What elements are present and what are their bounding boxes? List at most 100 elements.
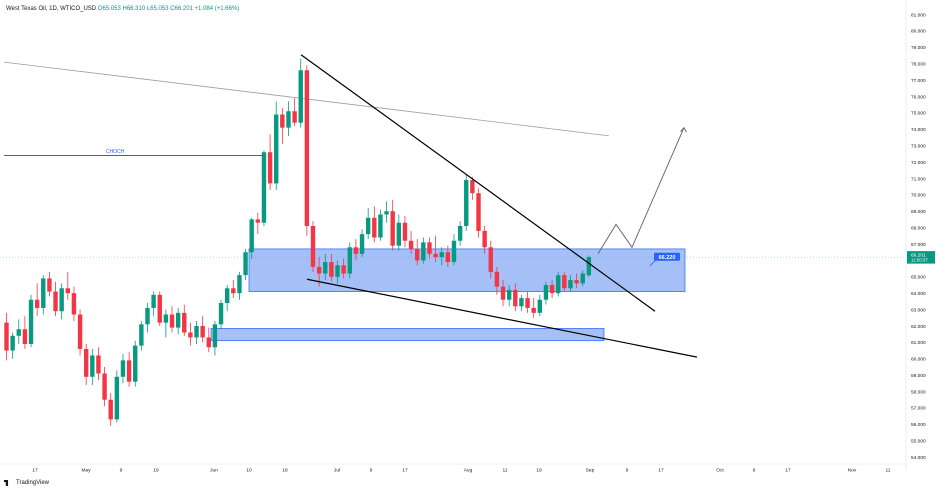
lower-wedge-line[interactable] bbox=[306, 278, 698, 358]
candle[interactable] bbox=[408, 230, 414, 254]
candle[interactable] bbox=[525, 291, 530, 313]
candle[interactable] bbox=[34, 283, 40, 317]
candle[interactable] bbox=[359, 229, 365, 258]
candle[interactable] bbox=[549, 280, 555, 299]
candle[interactable] bbox=[231, 280, 236, 299]
candle[interactable] bbox=[310, 221, 316, 272]
candle[interactable] bbox=[188, 322, 193, 346]
candle[interactable] bbox=[212, 321, 218, 356]
candle[interactable] bbox=[396, 214, 402, 251]
upper-wedge-line[interactable] bbox=[300, 54, 656, 312]
candle[interactable] bbox=[65, 271, 70, 300]
candle[interactable] bbox=[41, 275, 46, 315]
candle[interactable] bbox=[47, 271, 52, 297]
candle[interactable] bbox=[378, 209, 383, 241]
candle[interactable] bbox=[372, 206, 377, 243]
candle[interactable] bbox=[537, 294, 543, 317]
candle[interactable] bbox=[415, 239, 420, 266]
candle[interactable] bbox=[482, 225, 487, 254]
candle[interactable] bbox=[402, 216, 408, 248]
candle[interactable] bbox=[90, 348, 95, 385]
candle[interactable] bbox=[169, 306, 175, 333]
candle[interactable] bbox=[255, 212, 261, 235]
candle[interactable] bbox=[304, 65, 310, 236]
candle[interactable] bbox=[249, 217, 254, 259]
candle[interactable] bbox=[126, 352, 132, 387]
candle[interactable] bbox=[421, 237, 426, 264]
candle[interactable] bbox=[96, 347, 101, 381]
candle[interactable] bbox=[476, 188, 481, 238]
candle[interactable] bbox=[22, 316, 28, 349]
candle[interactable] bbox=[445, 245, 451, 267]
candle[interactable] bbox=[439, 247, 444, 266]
candle[interactable] bbox=[102, 366, 107, 407]
candle[interactable] bbox=[470, 176, 475, 200]
candle[interactable] bbox=[77, 309, 83, 356]
candle[interactable] bbox=[10, 332, 15, 359]
candle[interactable] bbox=[286, 101, 291, 136]
candle[interactable] bbox=[347, 242, 352, 279]
candle[interactable] bbox=[568, 275, 573, 292]
candle[interactable] bbox=[139, 321, 144, 351]
candle[interactable] bbox=[329, 253, 334, 282]
candle[interactable] bbox=[464, 175, 469, 231]
candle[interactable] bbox=[274, 101, 279, 190]
candle[interactable] bbox=[298, 58, 303, 128]
candle[interactable] bbox=[157, 291, 162, 326]
candle[interactable] bbox=[384, 201, 389, 223]
candle[interactable] bbox=[556, 271, 561, 297]
candle[interactable] bbox=[182, 304, 187, 336]
candle[interactable] bbox=[335, 260, 340, 284]
candle[interactable] bbox=[574, 273, 579, 289]
target-badge[interactable] bbox=[654, 252, 680, 261]
candle[interactable] bbox=[323, 253, 328, 281]
candle[interactable] bbox=[120, 353, 126, 384]
candle[interactable] bbox=[562, 271, 567, 292]
candle[interactable] bbox=[200, 316, 205, 343]
candle[interactable] bbox=[237, 271, 242, 300]
candle[interactable] bbox=[531, 298, 536, 318]
candle[interactable] bbox=[133, 340, 138, 387]
candle[interactable] bbox=[243, 248, 248, 281]
candle[interactable] bbox=[457, 221, 463, 246]
candle[interactable] bbox=[433, 235, 438, 263]
candle[interactable] bbox=[114, 370, 120, 423]
candle[interactable] bbox=[218, 299, 224, 330]
candle[interactable] bbox=[194, 321, 199, 344]
candle[interactable] bbox=[488, 240, 493, 279]
candle[interactable] bbox=[427, 237, 432, 259]
candle[interactable] bbox=[16, 319, 21, 344]
candle[interactable] bbox=[151, 291, 156, 317]
demand-zone[interactable] bbox=[248, 248, 686, 292]
candle[interactable] bbox=[206, 327, 211, 353]
candle[interactable] bbox=[163, 309, 169, 338]
candle[interactable] bbox=[513, 283, 518, 312]
candle[interactable] bbox=[108, 393, 113, 426]
candle[interactable] bbox=[280, 107, 285, 145]
candle[interactable] bbox=[506, 284, 512, 307]
candle[interactable] bbox=[451, 234, 457, 266]
candle[interactable] bbox=[71, 286, 77, 322]
candle[interactable] bbox=[53, 281, 58, 317]
last-price-tag[interactable] bbox=[907, 251, 935, 264]
candle[interactable] bbox=[59, 283, 64, 320]
candle[interactable] bbox=[145, 303, 150, 333]
candle[interactable] bbox=[494, 266, 500, 295]
lower-demand-zone[interactable] bbox=[210, 328, 605, 342]
symbol-header[interactable]: West Texas Oil, 1D, WTICO_USD O65.053 H6… bbox=[6, 6, 239, 12]
candle[interactable] bbox=[580, 270, 585, 287]
candle[interactable] bbox=[83, 343, 89, 385]
candle[interactable] bbox=[175, 307, 181, 335]
candle[interactable] bbox=[586, 255, 592, 277]
candle[interactable] bbox=[519, 294, 524, 312]
candle[interactable] bbox=[365, 207, 371, 240]
tradingview-logo[interactable]: TradingView bbox=[4, 480, 49, 486]
candle[interactable] bbox=[224, 284, 230, 312]
candle[interactable] bbox=[390, 199, 395, 251]
candle[interactable] bbox=[341, 258, 346, 279]
candle[interactable] bbox=[4, 312, 9, 361]
candle[interactable] bbox=[28, 294, 34, 348]
candle[interactable] bbox=[543, 281, 549, 305]
